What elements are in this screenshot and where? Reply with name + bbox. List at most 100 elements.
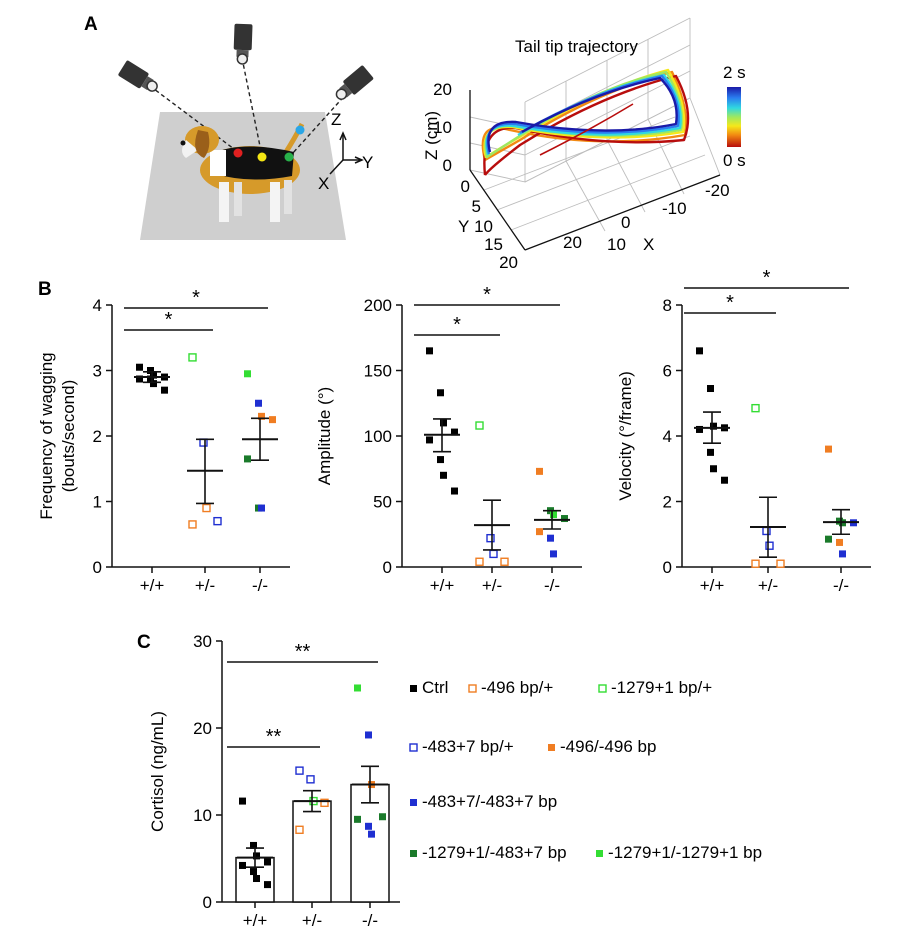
data-point bbox=[136, 375, 143, 383]
data-point bbox=[199, 438, 208, 447]
data-point bbox=[258, 504, 265, 512]
data-point bbox=[253, 875, 260, 883]
trajectory-title: Tail tip trajectory bbox=[515, 37, 638, 56]
data-point bbox=[500, 557, 509, 566]
legend-marker bbox=[410, 799, 417, 806]
data-point bbox=[696, 347, 703, 355]
data-point bbox=[547, 534, 554, 542]
data-point bbox=[762, 526, 771, 536]
trajectory-z-tick-10: 10 bbox=[433, 118, 452, 137]
axis-icon-x-label: X bbox=[318, 174, 329, 193]
data-point bbox=[440, 471, 447, 479]
data-point bbox=[475, 557, 484, 566]
legend-label: -1279+1/-483+7 bp bbox=[422, 843, 567, 862]
data-point bbox=[295, 825, 304, 834]
data-point bbox=[707, 448, 714, 456]
data-point bbox=[437, 456, 444, 464]
legend-marker bbox=[548, 744, 555, 751]
y-tick-label: 6 bbox=[663, 362, 672, 381]
trajectory-y-tick-10: 10 bbox=[474, 217, 493, 236]
significance-label: * bbox=[453, 314, 461, 336]
data-point bbox=[437, 389, 444, 397]
data-point bbox=[147, 367, 154, 374]
trajectory-3d-plot: Tail tip trajectory Z (cm) 20 10 0 0 5 1… bbox=[422, 17, 746, 272]
data-point bbox=[536, 528, 543, 536]
data-point bbox=[825, 445, 832, 453]
significance-label: ** bbox=[295, 641, 311, 663]
marker-blue-dot bbox=[295, 125, 305, 135]
significance-label: * bbox=[763, 267, 771, 289]
trajectory-x-tick-20: 20 bbox=[563, 233, 582, 252]
data-point bbox=[836, 538, 843, 546]
marker-green-dot bbox=[284, 152, 294, 162]
y-axis-title: Amplitude (°) bbox=[315, 387, 334, 485]
trajectory-x-tick-neg10: -10 bbox=[662, 199, 687, 218]
legend-marker bbox=[596, 850, 603, 857]
data-point bbox=[765, 541, 774, 550]
camera-right-icon bbox=[335, 65, 374, 100]
data-point bbox=[426, 436, 433, 444]
trajectory-y-tick-20: 20 bbox=[499, 253, 518, 272]
data-point bbox=[839, 550, 846, 558]
panel-label-b: B bbox=[38, 279, 52, 300]
y-axis-title: Velocity (°/frame) bbox=[616, 371, 635, 501]
data-point bbox=[451, 487, 458, 495]
colorbar-label-bottom: 0 s bbox=[723, 151, 746, 170]
y-tick-label: 1 bbox=[93, 493, 102, 512]
panel-label-c: C bbox=[137, 632, 151, 653]
trajectory-z-tick-0: 0 bbox=[443, 156, 452, 175]
data-point bbox=[475, 421, 484, 430]
data-point bbox=[550, 550, 557, 558]
panel-label-a: A bbox=[84, 14, 98, 35]
trajectory-z-axis-label: Z (cm) bbox=[422, 111, 441, 160]
data-point bbox=[253, 852, 260, 860]
trajectory-x-tick-neg20: -20 bbox=[705, 181, 730, 200]
data-point bbox=[306, 775, 315, 784]
data-point bbox=[239, 861, 246, 869]
trajectory-x-axis-label: X bbox=[643, 235, 654, 254]
data-point bbox=[147, 375, 154, 383]
x-tick-label: -/- bbox=[362, 911, 378, 926]
legend-label: -483+7 bp/+ bbox=[422, 737, 514, 756]
data-point bbox=[379, 813, 386, 821]
legend-label: -483+7/-483+7 bp bbox=[422, 792, 557, 811]
data-point bbox=[710, 465, 717, 473]
trajectory-curves bbox=[481, 68, 690, 176]
x-tick-label: +/- bbox=[758, 576, 778, 595]
data-point bbox=[188, 353, 197, 362]
data-point bbox=[354, 684, 361, 692]
y-tick-label: 20 bbox=[193, 719, 212, 738]
colorbar-label-top: 2 s bbox=[723, 63, 746, 82]
amplitude-chart: 0 50 100 150 200 +/+ +/- -/- Amplitude (°) * * bbox=[315, 284, 582, 595]
beagle-illustration bbox=[180, 122, 305, 222]
mean-bar bbox=[292, 800, 332, 903]
axis-icon-y-label: Y bbox=[362, 153, 373, 172]
data-point bbox=[295, 766, 304, 775]
data-point bbox=[536, 467, 543, 475]
data-point bbox=[707, 385, 714, 393]
legend-marker bbox=[468, 684, 477, 693]
x-tick-label: +/+ bbox=[140, 576, 165, 595]
x-tick-label: -/- bbox=[252, 576, 268, 595]
data-point bbox=[255, 399, 262, 407]
y-tick-label: 2 bbox=[93, 427, 102, 446]
data-point bbox=[250, 841, 257, 849]
legend-marker bbox=[598, 684, 607, 693]
data-point bbox=[751, 403, 760, 413]
data-point bbox=[202, 503, 211, 513]
camera-sight-lines bbox=[149, 57, 349, 157]
significance-label: ** bbox=[266, 726, 282, 748]
legend-marker bbox=[410, 685, 417, 692]
data-point bbox=[451, 428, 458, 436]
marker-yellow-dot bbox=[257, 152, 267, 162]
trajectory-3d-axes bbox=[469, 90, 721, 251]
genotype-legend: Ctrl -496 bp/+ -1279+1 bp/+ -483+7 bp/+ -496… bbox=[409, 678, 762, 862]
data-point bbox=[368, 830, 375, 838]
cortisol-chart: 0 10 20 30 +/+ +/- -/- Cortisol (ng/mL) ** ** bbox=[148, 632, 400, 926]
y-tick-label: 4 bbox=[663, 427, 672, 446]
y-tick-label: 150 bbox=[364, 362, 392, 381]
data-point bbox=[721, 476, 728, 484]
x-tick-label: +/- bbox=[195, 576, 215, 595]
legend-marker bbox=[409, 743, 418, 752]
